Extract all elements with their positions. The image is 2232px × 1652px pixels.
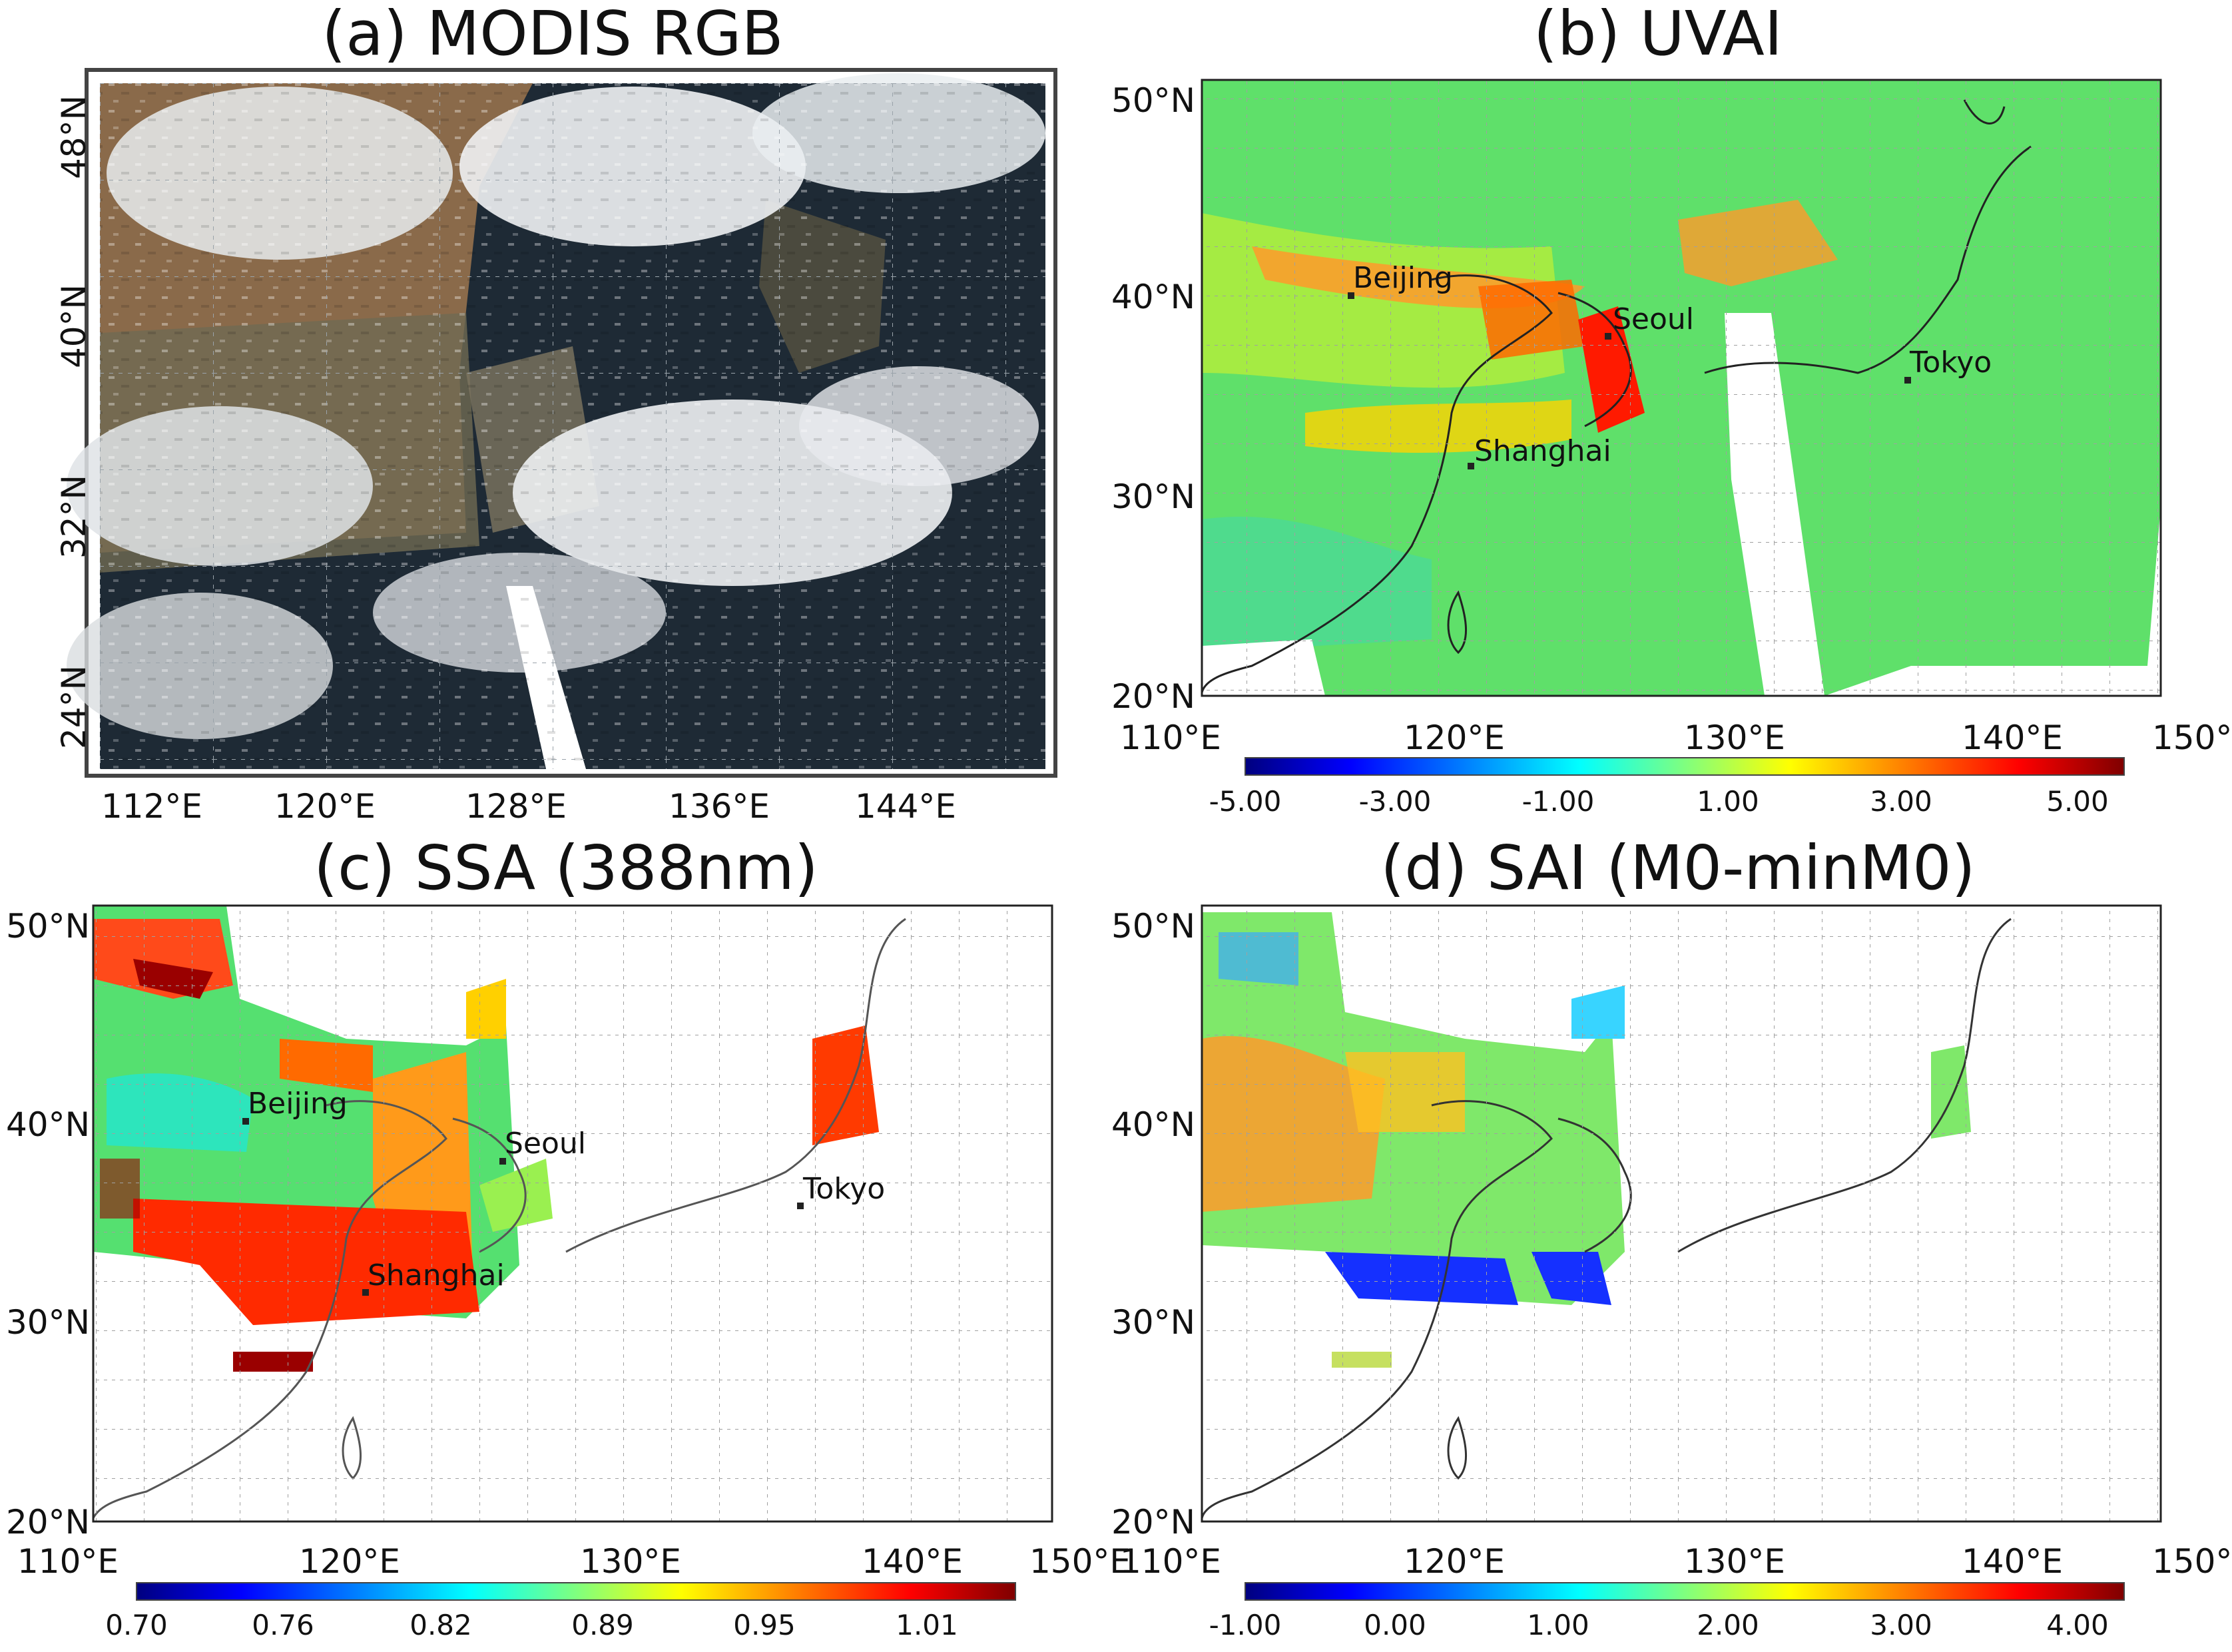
panel-b-colorbar-tick: -1.00 (1522, 785, 1595, 818)
panel-b-grid (1202, 80, 2161, 696)
panel-b-city-label: Tokyo (1909, 346, 1992, 380)
panel-b-lon-tick: 130°E (1684, 718, 1785, 757)
panel-c-city-label: Beijing (248, 1087, 348, 1121)
panel-c-colorbar-tick: 0.95 (733, 1609, 796, 1641)
panel-b-cbar (1245, 757, 2125, 776)
panel-c-lat-tick: 40°N (6, 1105, 90, 1144)
panel-a-lat-tick: 40°N (55, 284, 93, 368)
panel-a-lon-tick: 128°E (465, 787, 567, 826)
panel-c-city-label: Tokyo (802, 1172, 885, 1206)
panel-c: (c) SSA (388nm) (92, 832, 1053, 1601)
panel-b-lon-tick: 140°E (1962, 718, 2063, 757)
panel-a-lat-tick: 48°N (55, 95, 93, 179)
panel-b-city-markers (1348, 292, 1911, 469)
panel-d-colorbar-tick: 3.00 (1870, 1609, 1932, 1641)
panel-a-frame (85, 68, 1057, 778)
panel-b-city-label: Shanghai (1474, 434, 1611, 468)
panel-c-colorbar-tick: 0.76 (252, 1609, 314, 1641)
panel-b-frame (1201, 79, 2162, 697)
panel-b-colorbar-tick: 5.00 (2046, 785, 2109, 818)
panel-b: (b) UVAI (1201, 0, 2162, 776)
panel-a-lon-tick: 120°E (274, 787, 376, 826)
panel-b-lon-tick: 110°E (1120, 718, 1221, 757)
panel-b-colorbar-tick: 3.00 (1870, 785, 1932, 818)
panel-d-colorbar-tick: 4.00 (2046, 1609, 2109, 1641)
panel-b-title: (b) UVAI (1534, 0, 1783, 69)
satellite-image (67, 73, 1045, 769)
panel-c-lat-tick: 50°N (6, 907, 90, 946)
panel-d: (d) SAI (M0-minM0) (1201, 832, 2162, 1601)
panel-d-colorbar-tick: 2.00 (1697, 1609, 1759, 1641)
panel-c-city-markers (242, 1118, 804, 1296)
panel-d-colorbar-tick: -1.00 (1209, 1609, 1282, 1641)
panel-b-lat-tick: 40°N (1111, 278, 1195, 316)
panel-a: (a) MODIS RGB (67, 0, 1057, 778)
panel-c-city-label: Seoul (505, 1127, 586, 1161)
panel-c-colorbar-tick: 1.01 (896, 1609, 958, 1641)
panel-c-lon-tick: 150°E (1029, 1542, 1131, 1581)
panel-d-colorbar-tick: 0.00 (1364, 1609, 1426, 1641)
panel-c-lon-tick: 120°E (299, 1542, 400, 1581)
panel-b-lat-tick: 20°N (1111, 677, 1195, 716)
panel-c-lat-tick: 20°N (6, 1503, 90, 1541)
panel-b-colorbar-tick: -3.00 (1359, 785, 1432, 818)
panel-d-lat-tick: 20°N (1111, 1503, 1195, 1541)
panel-c-city-label: Shanghai (368, 1258, 505, 1292)
panel-b-colorbar-tick: 1.00 (1697, 785, 1759, 818)
panel-d-grid (1202, 906, 2161, 1521)
panel-c-colorbar-tick: 0.82 (410, 1609, 472, 1641)
panel-d-colorbar-tick: 1.00 (1527, 1609, 1589, 1641)
panel-b-lat-tick: 50°N (1111, 81, 1195, 120)
panel-b-city-label: Seoul (1613, 302, 1694, 336)
panel-d-lon-tick: 120°E (1404, 1542, 1505, 1581)
panel-c-frame (92, 904, 1053, 1523)
panel-d-lon-tick: 110°E (1120, 1542, 1221, 1581)
panel-d-frame (1201, 904, 2162, 1523)
panel-c-title: (c) SSA (388nm) (314, 832, 818, 904)
panel-c-cbar (136, 1582, 1016, 1601)
panel-c-lon-tick: 140°E (862, 1542, 963, 1581)
panel-c-colorbar-tick: 0.89 (571, 1609, 634, 1641)
panel-d-lat-tick: 40°N (1111, 1105, 1195, 1144)
panel-a-lat-tick: 24°N (55, 665, 93, 749)
panel-b-lon-tick: 120°E (1404, 718, 1505, 757)
panel-d-lat-tick: 30°N (1111, 1303, 1195, 1342)
panel-c-lon-tick: 110°E (17, 1542, 119, 1581)
panel-d-lon-tick: 140°E (1962, 1542, 2063, 1581)
panel-c-grid (93, 906, 1052, 1521)
panel-b-colorbar-tick: -5.00 (1209, 785, 1282, 818)
panel-a-lon-tick: 112°E (101, 787, 202, 826)
panel-a-lon-tick: 144°E (855, 787, 956, 826)
panel-b-lon-tick: 150°E (2152, 718, 2232, 757)
panel-d-title: (d) SAI (M0-minM0) (1380, 832, 1975, 904)
panel-a-title: (a) MODIS RGB (322, 0, 783, 69)
panel-c-colorbar-tick: 0.70 (105, 1609, 168, 1641)
panel-d-lon-tick: 150°E (2152, 1542, 2232, 1581)
panel-a-lat-tick: 32°N (55, 475, 93, 559)
panel-d-lon-tick: 130°E (1684, 1542, 1785, 1581)
panel-d-cbar (1245, 1582, 2125, 1601)
panel-d-lat-tick: 50°N (1111, 907, 1195, 946)
panel-c-lon-tick: 130°E (580, 1542, 681, 1581)
panel-a-lon-tick: 136°E (669, 787, 770, 826)
panel-c-lat-tick: 30°N (6, 1303, 90, 1342)
panel-b-city-label: Beijing (1353, 261, 1453, 295)
panel-b-lat-tick: 30°N (1111, 477, 1195, 516)
